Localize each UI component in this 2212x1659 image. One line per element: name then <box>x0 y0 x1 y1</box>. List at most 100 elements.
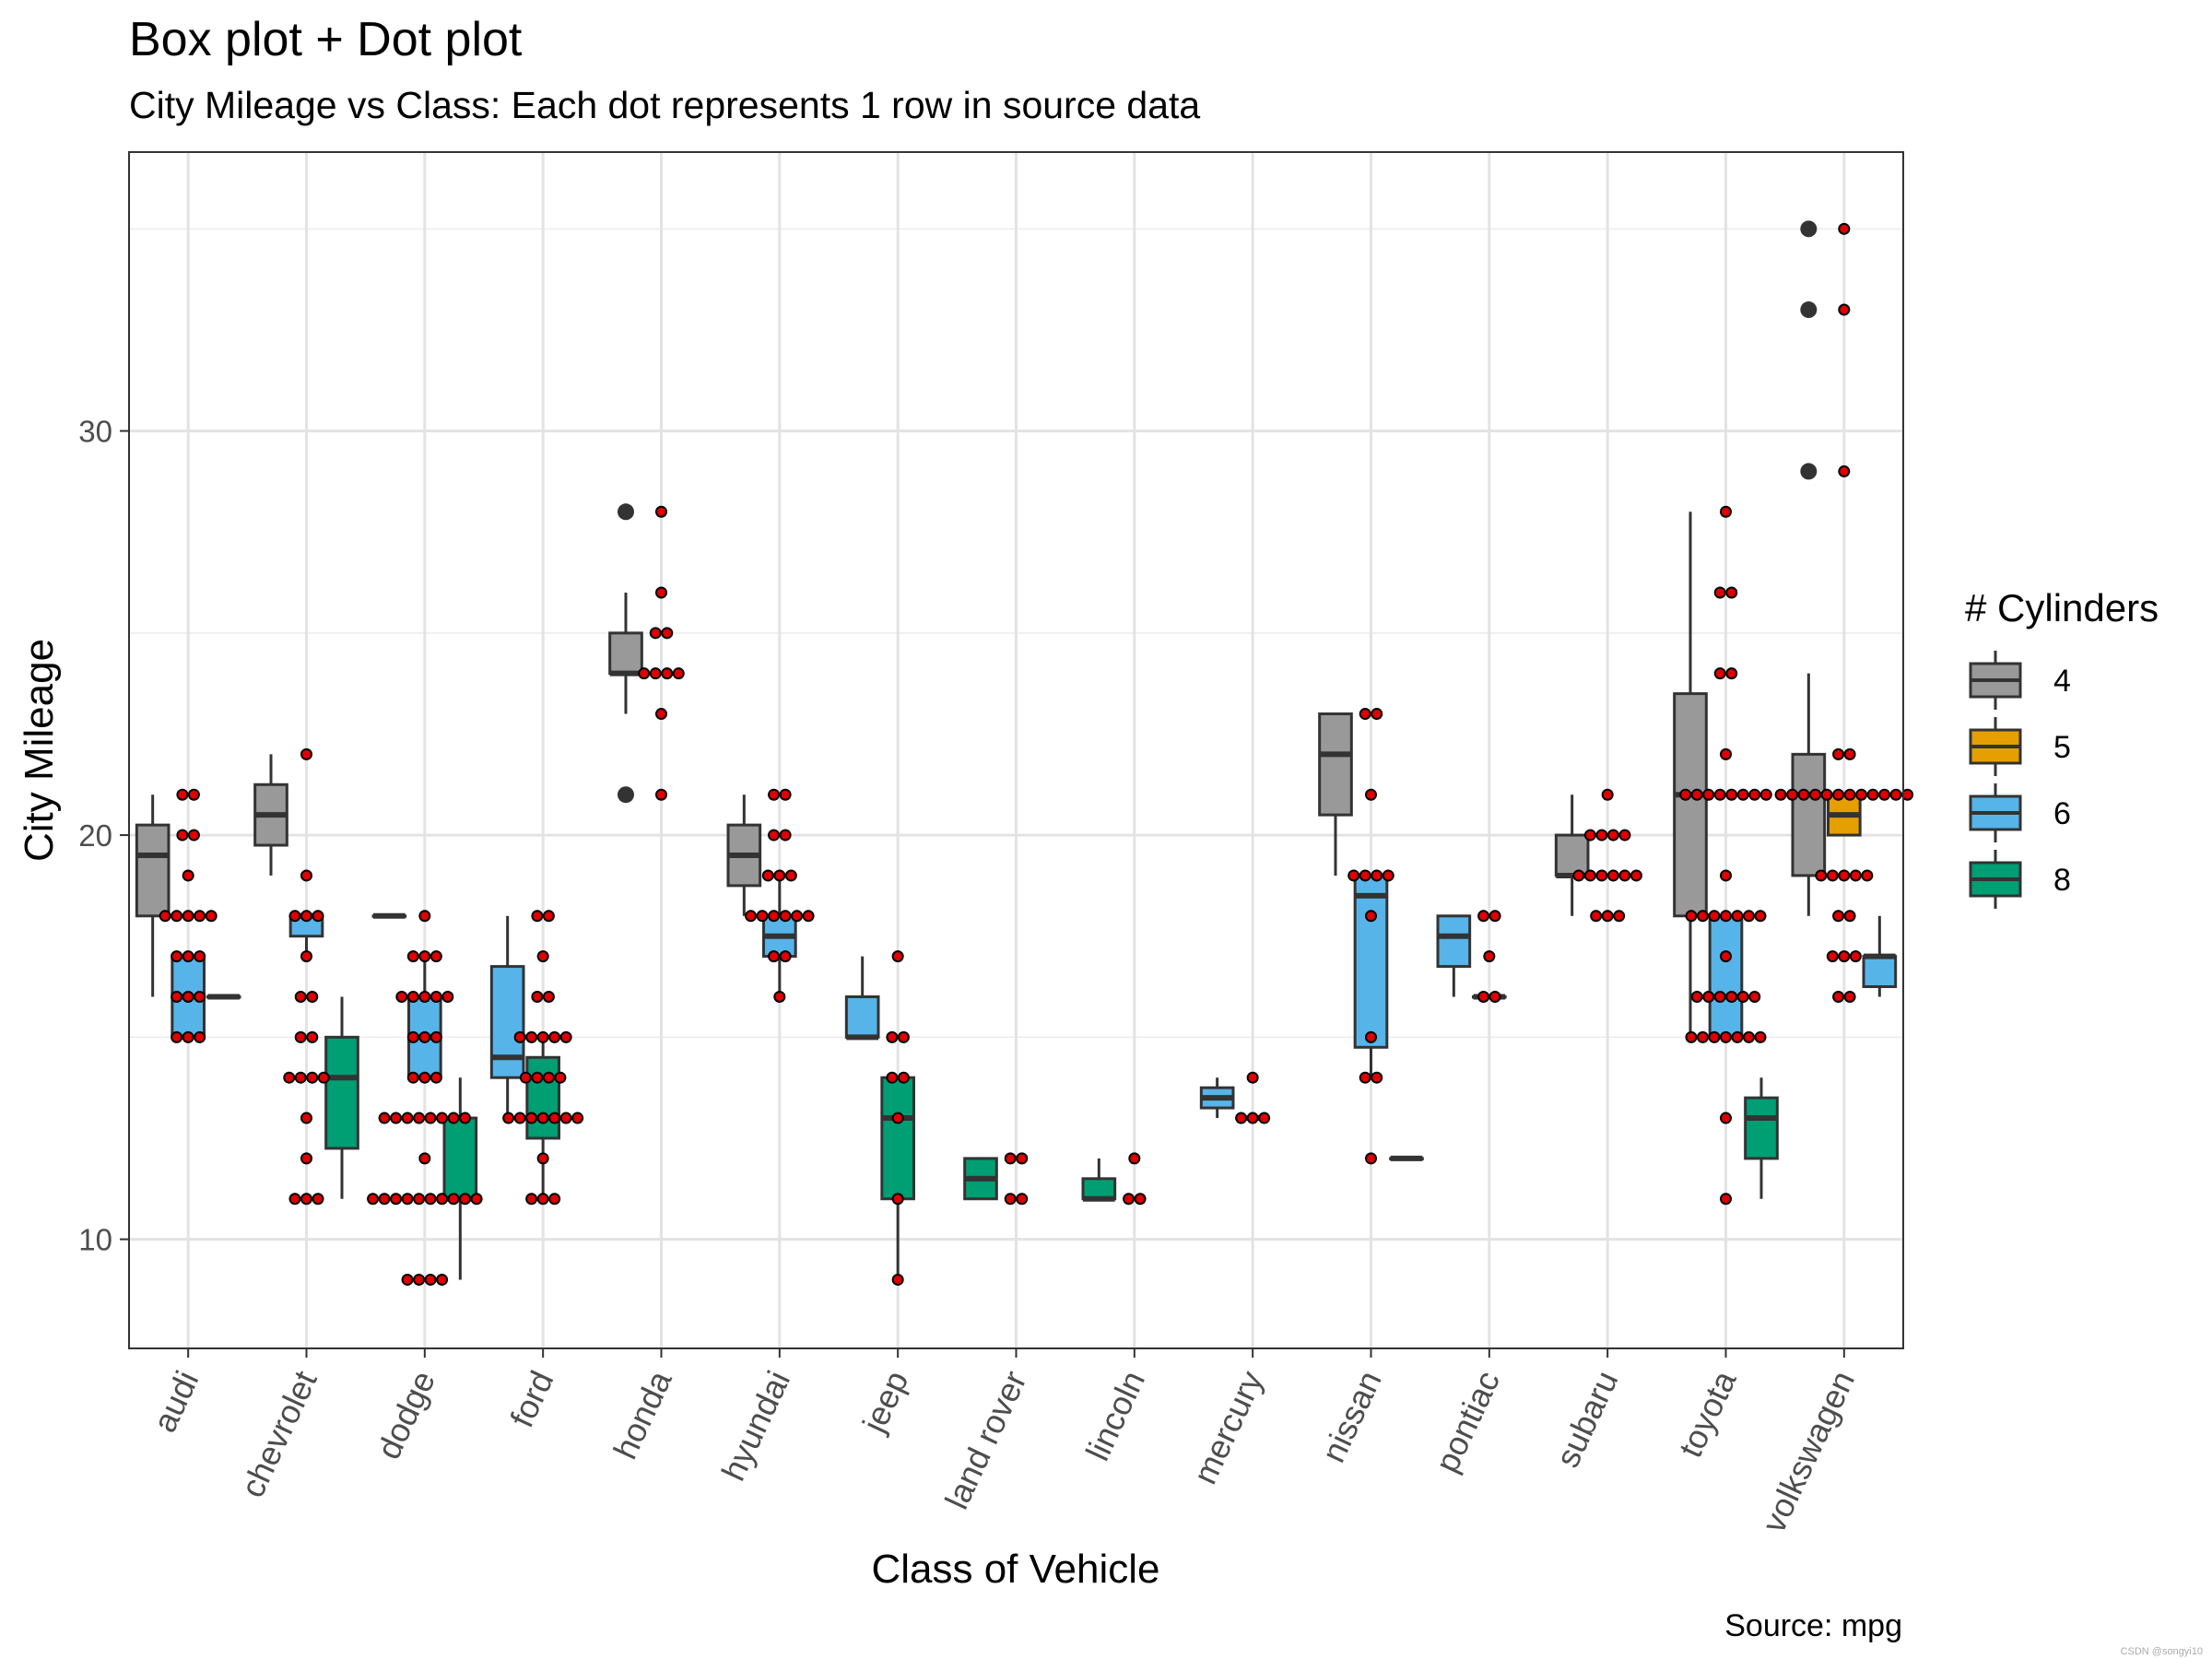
dot-point <box>502 1112 515 1124</box>
x-tick-label: jeep <box>854 1365 915 1439</box>
dot-point <box>300 950 312 963</box>
dot-point <box>1832 788 1845 801</box>
dot-point <box>300 1193 312 1206</box>
dot-point <box>312 1193 324 1206</box>
dot-point <box>1725 990 1738 1003</box>
legend-title: # Cylinders <box>1965 586 2159 629</box>
box-body <box>135 823 171 918</box>
legend-label: 6 <box>2053 796 2071 831</box>
dot-point <box>1702 788 1715 801</box>
dot-point <box>401 1112 414 1124</box>
dot-point <box>1878 788 1891 801</box>
box-outlier <box>618 503 634 521</box>
dot-point <box>536 1112 549 1124</box>
dot-point <box>1832 910 1845 923</box>
dot-point <box>182 950 194 963</box>
dot-point <box>542 1071 555 1084</box>
dot-point <box>418 1071 431 1084</box>
dot-point <box>548 1112 561 1124</box>
dot-point <box>436 1273 449 1286</box>
dot-point <box>773 869 786 882</box>
legend-item-cyl5: 5 <box>1969 717 2071 776</box>
dot-point <box>745 910 758 923</box>
dot-point <box>1371 1071 1383 1084</box>
dot-point <box>312 910 324 923</box>
dot-point <box>513 1112 526 1124</box>
legend-item-cyl8: 8 <box>1969 850 2071 909</box>
dot-point <box>413 1112 426 1124</box>
dot-point <box>1861 869 1874 882</box>
dot-point <box>418 910 431 923</box>
y-tick-label: 20 <box>78 818 112 853</box>
dot-point <box>283 1071 296 1084</box>
dot-point <box>542 910 555 923</box>
x-tick-label: nissan <box>1314 1365 1389 1468</box>
dot-point <box>1488 910 1501 923</box>
dot-point <box>294 1030 307 1043</box>
dot-point <box>436 1112 449 1124</box>
dot-point <box>1708 1030 1721 1043</box>
dot-point <box>1855 788 1868 801</box>
dot-point <box>649 627 662 640</box>
box-mercury-cyl6 <box>1199 1077 1235 1119</box>
dot-point <box>1731 910 1744 923</box>
box-body <box>525 1055 560 1140</box>
dot-point <box>418 950 431 963</box>
dot-point <box>171 990 183 1003</box>
dot-point <box>897 1071 910 1084</box>
dot-point <box>1601 788 1614 801</box>
y-tick-label: 30 <box>78 415 112 449</box>
x-tick-label: mercury <box>1185 1365 1270 1489</box>
y-axis-title: City Mileage <box>17 639 62 862</box>
box-audi-cyl4 <box>135 794 171 997</box>
dot-point <box>424 1273 437 1286</box>
dot-point <box>1849 950 1862 963</box>
x-tick-label: pontiac <box>1428 1365 1507 1478</box>
box-body <box>324 1035 359 1150</box>
box-body <box>1862 955 1898 989</box>
dot-point <box>779 788 792 801</box>
box-body <box>1318 712 1353 817</box>
dot-point <box>1838 303 1851 316</box>
dot-point <box>1743 910 1755 923</box>
dot-point <box>1708 910 1721 923</box>
dot-point <box>459 1112 472 1124</box>
dot-point <box>672 667 685 680</box>
dot-point <box>756 910 769 923</box>
caption: Source: mpg <box>1724 1608 1902 1643</box>
dot-point <box>542 990 555 1003</box>
box-body <box>844 994 880 1039</box>
dot-point <box>661 627 674 640</box>
dot-point <box>1606 829 1619 841</box>
dot-point <box>187 829 200 841</box>
box-outlier <box>1800 220 1818 238</box>
dot-point <box>1601 910 1614 923</box>
box-pontiac-cyl6 <box>1436 914 1472 997</box>
dot-point <box>300 869 312 882</box>
dot-point <box>1713 586 1726 599</box>
box-body <box>442 1116 478 1201</box>
box-toyota-cyl6 <box>1708 914 1744 1039</box>
box-honda-cyl4 <box>608 503 643 804</box>
dot-point <box>513 1030 526 1043</box>
y-tick-label: 10 <box>78 1223 112 1257</box>
box-body <box>1081 1177 1117 1201</box>
box-hyundai-cyl6 <box>762 875 797 997</box>
dot-point <box>536 1193 549 1206</box>
dot-point <box>1720 1193 1732 1206</box>
x-tick-label: audi <box>145 1365 206 1438</box>
dot-point <box>367 1193 380 1206</box>
box-volkswagen-cyl6 <box>1862 915 1898 997</box>
dot-point <box>531 990 544 1003</box>
x-tick-label: chevrolet <box>233 1365 324 1503</box>
dot-point <box>1866 788 1879 801</box>
dot-point <box>761 869 774 882</box>
dot-point <box>1618 829 1631 841</box>
dot-point <box>294 1071 307 1084</box>
dot-point <box>441 990 454 1003</box>
dot-point <box>779 910 792 923</box>
dot-point <box>406 950 419 963</box>
dot-point <box>1838 869 1851 882</box>
dot-point <box>1347 869 1360 882</box>
legend-label: 5 <box>2053 730 2071 765</box>
